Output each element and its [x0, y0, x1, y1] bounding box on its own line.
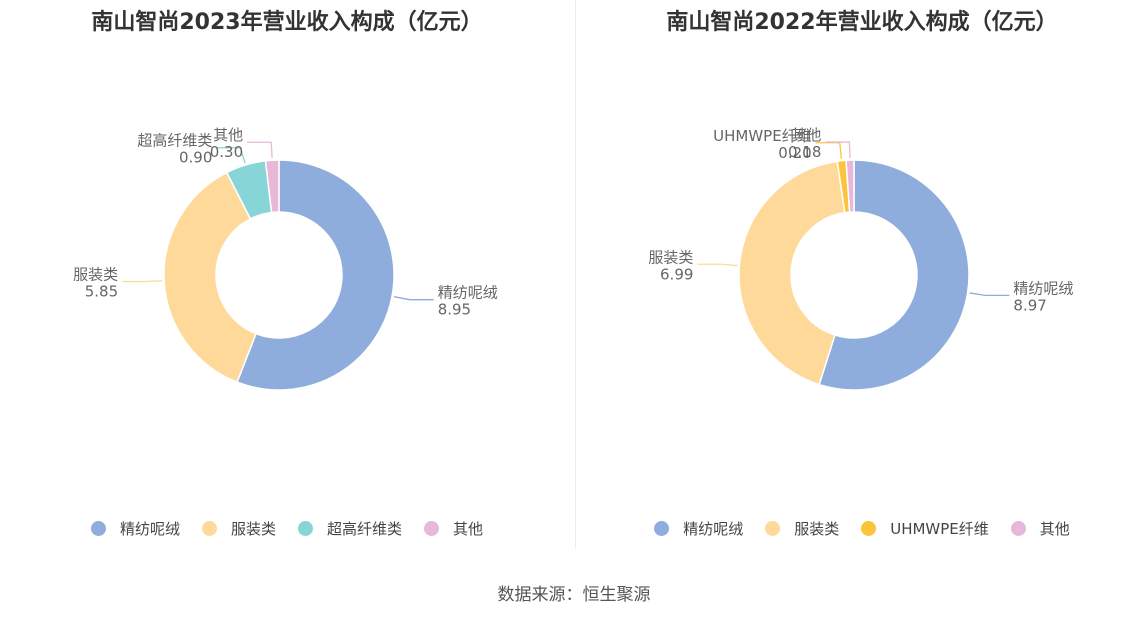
- label-leader-line: [122, 280, 163, 283]
- legend-label: 精纺呢绒: [119, 520, 180, 538]
- legend-marker: [654, 521, 670, 536]
- chart-title: 南山智尚2022年营业收入构成（亿元）: [666, 10, 1058, 35]
- slice-category-label: 其他: [213, 126, 243, 144]
- slice-value-label: 6.99: [660, 265, 693, 283]
- slice-value-label: 5.85: [85, 283, 118, 301]
- slice-value-label: 0.30: [210, 143, 243, 161]
- label-leader-line: [216, 147, 246, 164]
- label-leader-line: [969, 292, 1010, 297]
- pie-slice[interactable]: [264, 159, 280, 214]
- legend-marker: [861, 521, 877, 536]
- panel-divider: [575, 0, 576, 548]
- slice-value-label: 0.18: [788, 143, 821, 161]
- pie-slice[interactable]: [738, 160, 846, 386]
- slice-category-label: 精纺呢绒: [1013, 279, 1073, 297]
- legend-item[interactable]: 精纺呢绒: [90, 518, 180, 539]
- slice-category-label: 其他: [791, 126, 821, 144]
- legend-item[interactable]: UHMWPE纤维: [861, 518, 989, 539]
- data-source: 数据来源：恒生聚源: [0, 580, 1148, 605]
- legend-marker: [298, 521, 313, 536]
- legend-marker: [424, 521, 440, 536]
- legend-item[interactable]: 其他: [424, 518, 483, 539]
- legend-marker: [201, 521, 217, 536]
- slice-category-label: 精纺呢绒: [438, 284, 498, 302]
- label-leader-line: [815, 142, 843, 159]
- label-leader-line: [697, 263, 738, 267]
- slice-category-label: 服装类: [648, 248, 693, 266]
- slice-value-label: 0.20: [778, 144, 811, 162]
- slice-value-label: 8.95: [438, 301, 471, 319]
- legend-item[interactable]: 超高纤维类: [298, 518, 402, 539]
- data-source-label: 数据来源：: [497, 585, 583, 605]
- legend-label: 服装类: [794, 520, 840, 538]
- legend-label: 服装类: [230, 520, 276, 538]
- legend-label: 超高纤维类: [327, 520, 403, 538]
- label-leader-line: [247, 141, 273, 159]
- legend-marker: [765, 521, 781, 536]
- label-leader-line: [393, 296, 434, 301]
- slice-category-label: 超高纤维类: [137, 132, 212, 150]
- legend-item[interactable]: 其他: [1010, 518, 1070, 539]
- legend: 精纺呢绒 服装类 UHMWPE纤维 其他: [575, 518, 1148, 539]
- legend-marker: [90, 521, 106, 536]
- pie-slice[interactable]: [818, 159, 970, 391]
- data-source-value: 恒生聚源: [582, 585, 651, 605]
- label-leader-line: [825, 141, 851, 159]
- chart-panel-2022: 南山智尚2022年营业收入构成（亿元） 精纺呢绒 8.97 服装类 6.99 UHMWP…: [575, 0, 1148, 560]
- pie-slice[interactable]: [845, 159, 855, 213]
- pie-slice[interactable]: [163, 171, 258, 384]
- chart-title: 南山智尚2023年营业收入构成（亿元）: [91, 10, 483, 35]
- slice-category-label: 服装类: [73, 266, 118, 284]
- legend-label: 其他: [1039, 520, 1070, 538]
- legend-item[interactable]: 服装类: [765, 518, 839, 539]
- slice-value-label: 0.90: [179, 149, 212, 167]
- legend-label: UHMWPE纤维: [890, 520, 989, 538]
- legend-item[interactable]: 精纺呢绒: [654, 518, 743, 539]
- legend-marker: [1010, 521, 1026, 536]
- chart-panel-2023: 南山智尚2023年营业收入构成（亿元） 精纺呢绒 8.95 服装类 5.85 超高纤维类…: [0, 0, 574, 560]
- slice-category-label: UHMWPE纤维: [713, 127, 812, 145]
- pie-slice[interactable]: [236, 159, 395, 391]
- slice-value-label: 8.97: [1013, 296, 1046, 314]
- legend-label: 精纺呢绒: [683, 520, 744, 538]
- legend-label: 其他: [453, 520, 484, 538]
- legend-item[interactable]: 服装类: [201, 518, 276, 539]
- legend: 精纺呢绒 服装类 超高纤维类 其他: [0, 518, 574, 539]
